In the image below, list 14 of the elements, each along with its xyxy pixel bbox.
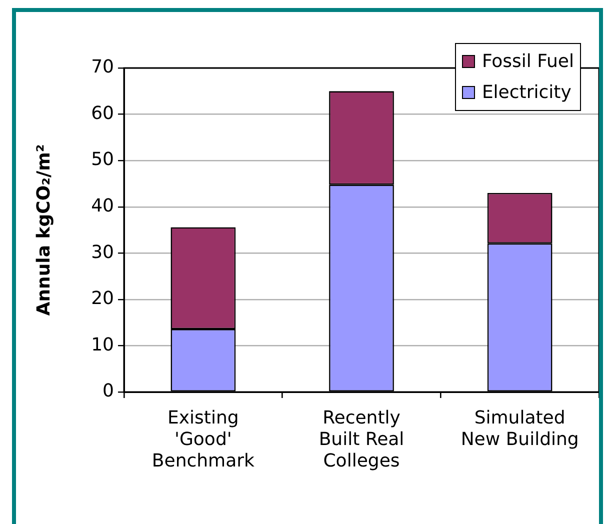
y-tick-label: 50 (91, 149, 114, 170)
y-tick-label: 60 (91, 102, 114, 124)
y-tick-label: 10 (91, 334, 114, 356)
y-axis-title: Annula kgCO₂/m² (33, 144, 54, 316)
y-tick-label: 30 (91, 242, 114, 263)
legend-label: Electricity (482, 81, 572, 105)
y-tick-label: 20 (91, 288, 114, 310)
y-tick-label: 0 (102, 380, 114, 402)
x-tick-label: Recently Built Real Colleges (318, 407, 404, 472)
x-tick-label: Existing 'Good' Benchmark (152, 407, 255, 472)
y-tick-label: 70 (91, 56, 114, 78)
y-tick-label: 40 (91, 196, 114, 217)
x-tick-label: Simulated New Building (460, 407, 579, 450)
legend-label: Fossil Fuel (482, 50, 574, 74)
